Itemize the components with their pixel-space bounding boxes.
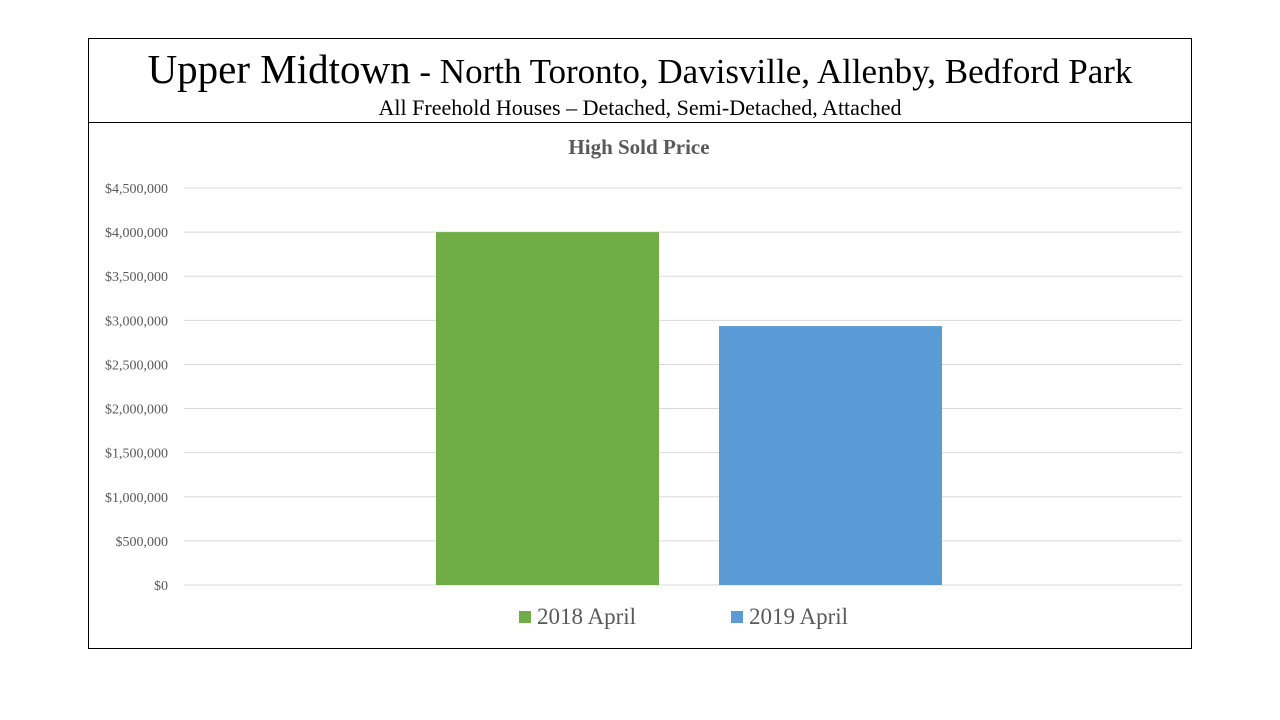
y-tick-label: $4,500,000	[105, 182, 168, 197]
page-title: Upper Midtown - North Toronto, Davisvill…	[89, 45, 1191, 103]
bar-chart: High Sold Price $0 $500,000 $1,000,000 $1,5…	[105, 135, 1182, 629]
y-tick-label: $4,000,000	[105, 226, 168, 241]
legend-label: 2019 April	[749, 604, 848, 629]
y-tick-label: $2,000,000	[105, 403, 168, 418]
chart-title: High Sold Price	[568, 135, 709, 159]
legend-swatch	[519, 611, 531, 623]
title-areas: - North Toronto, Davisville, Allenby, Be…	[410, 52, 1133, 91]
bar-2019-april	[719, 326, 942, 585]
y-tick-label: $2,500,000	[105, 358, 168, 373]
page-subtitle: All Freehold Houses – Detached, Semi-Det…	[378, 95, 902, 120]
y-tick-label: $500,000	[116, 535, 169, 550]
y-tick-label: $1,500,000	[105, 447, 168, 462]
legend-label: 2018 April	[537, 604, 636, 629]
chart-box: High Sold Price $0 $500,000 $1,000,000 $1,5…	[88, 122, 1192, 649]
y-tick-label: $1,000,000	[105, 491, 168, 506]
y-tick-label: $0	[154, 579, 168, 594]
y-tick-label: $3,000,000	[105, 314, 168, 329]
title-main: Upper Midtown	[147, 46, 411, 92]
legend-swatch	[731, 611, 743, 623]
y-tick-label: $3,500,000	[105, 270, 168, 285]
header-box: Upper Midtown - North Toronto, Davisvill…	[88, 38, 1192, 123]
bar-2018-april	[436, 232, 659, 585]
